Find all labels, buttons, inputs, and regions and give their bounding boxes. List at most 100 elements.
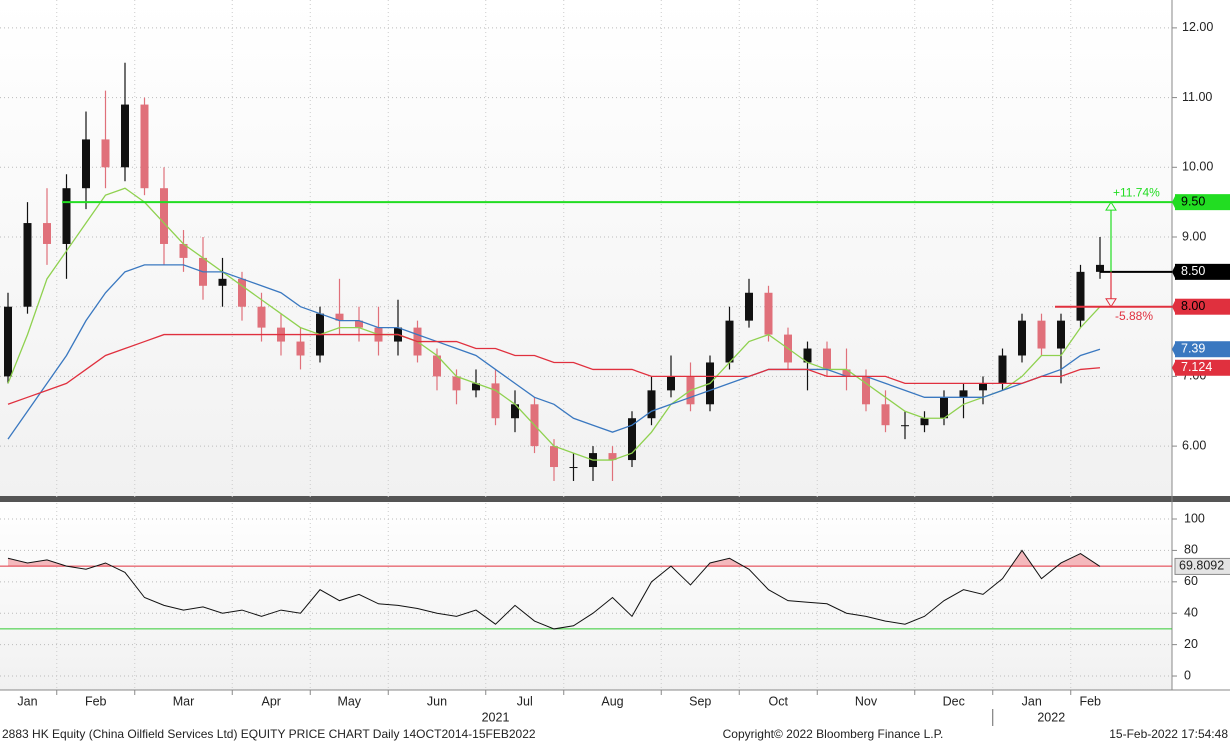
candle-body — [979, 383, 987, 391]
candle-body — [901, 425, 909, 427]
candle-body — [881, 404, 890, 426]
rsi-y-tick-label: 0 — [1184, 668, 1191, 682]
candle-body — [569, 467, 578, 469]
y-tick-label: 9.00 — [1182, 229, 1206, 243]
rsi-plot — [0, 503, 1172, 690]
rsi-panel — [0, 503, 1172, 690]
candle-body — [23, 223, 32, 307]
axis-value-label: 7.39 — [1181, 342, 1205, 356]
timestamp: 15-Feb-2022 17:54:48 — [1109, 727, 1228, 741]
candle-body — [745, 292, 753, 321]
price-plot — [0, 0, 1172, 497]
x-tick-label: Jan — [17, 694, 37, 708]
candle-body — [1037, 320, 1046, 349]
candle-body — [1096, 264, 1104, 272]
candle-body — [43, 223, 51, 244]
candle-body — [920, 418, 929, 426]
axis-value-box — [1175, 194, 1230, 211]
year-label: 2021 — [482, 710, 510, 724]
rsi-y-tick-label: 60 — [1184, 574, 1198, 588]
candle-body — [628, 418, 636, 461]
arrow-head — [1105, 201, 1117, 211]
candle-body — [472, 383, 480, 391]
candle-body — [667, 376, 675, 391]
candle-body — [121, 104, 129, 168]
x-tick-label: Dec — [943, 694, 965, 708]
axis-value-pointer — [1172, 298, 1176, 315]
candle-body — [62, 188, 71, 244]
candle-body — [296, 341, 305, 356]
rsi-value-label: 69.8092 — [1179, 559, 1224, 573]
candle-body — [1076, 271, 1085, 321]
price-panel — [0, 0, 1172, 497]
candle-body — [647, 390, 656, 419]
candle-body — [998, 355, 1007, 384]
candle-body — [842, 369, 851, 377]
panel-divider — [0, 496, 1230, 502]
x-tick-label: Mar — [173, 694, 195, 708]
candle-body — [725, 320, 734, 363]
axis-value-pointer — [1172, 341, 1176, 358]
rsi-line — [7, 549, 1101, 630]
candle-body — [82, 139, 90, 189]
footer: 2883 HK Equity (China Oilfield Services … — [2, 727, 536, 741]
candle-body — [608, 453, 617, 461]
candle-body — [491, 383, 500, 419]
axis-value-box — [1175, 341, 1230, 358]
candle-body — [218, 278, 227, 286]
axis-value-box — [1175, 359, 1230, 376]
x-tick-label: Oct — [769, 694, 789, 708]
year-label: 2022 — [1037, 710, 1065, 724]
moving-average — [7, 333, 1101, 405]
x-tick-label: Apr — [262, 694, 281, 708]
candle-body — [823, 348, 831, 370]
y-tick-label: 11.00 — [1182, 90, 1212, 104]
candle-body — [257, 306, 266, 328]
axis-value-pointer — [1172, 263, 1176, 280]
x-tick-label: Feb — [1079, 694, 1101, 708]
candle-body — [1018, 320, 1026, 356]
axis-value-label: 7.124 — [1181, 360, 1212, 374]
axes: 6.007.008.009.0010.0011.0012.00020406080… — [17, 20, 1230, 726]
candle-body — [355, 320, 363, 328]
candle-body — [940, 397, 948, 419]
rsi-y-tick-label: 80 — [1184, 543, 1198, 557]
candle-body — [511, 404, 519, 419]
x-tick-label: Jan — [1022, 694, 1042, 708]
candle-body — [959, 390, 968, 398]
candle-body — [764, 292, 773, 335]
x-tick-label: Aug — [601, 694, 623, 708]
axis-value-label: 8.00 — [1181, 299, 1205, 313]
x-tick-label: Sep — [689, 694, 711, 708]
copyright: Copyright© 2022 Bloomberg Finance L.P. — [723, 727, 944, 741]
candle-body — [238, 278, 246, 307]
candle-body — [803, 348, 812, 363]
x-tick-label: Feb — [85, 694, 107, 708]
candle-body — [160, 188, 168, 244]
axis-value-box — [1175, 263, 1230, 280]
candle-body — [101, 139, 110, 168]
rsi-y-tick-label: 40 — [1184, 606, 1198, 620]
y-tick-label: 10.00 — [1182, 160, 1213, 174]
candle-body — [335, 313, 344, 321]
axis-value-label: 9.50 — [1181, 194, 1205, 208]
rsi-value-box — [1174, 557, 1230, 575]
candle-body — [4, 306, 12, 377]
annotation: +11.74% — [1113, 185, 1160, 199]
moving-average — [7, 187, 1101, 461]
annotation: -5.88% — [1115, 309, 1153, 323]
y-tick-label: 12.00 — [1182, 20, 1213, 34]
rsi-y-tick-label: 20 — [1184, 637, 1198, 651]
x-axis-area — [0, 690, 1230, 744]
axis-value-box — [1175, 298, 1230, 315]
axis-value-pointer — [1172, 194, 1176, 211]
axis-value-pointer — [1172, 359, 1176, 376]
x-tick-label: Jul — [517, 694, 533, 708]
x-tick-label: May — [337, 694, 361, 708]
y-tick-label: 6.00 — [1182, 438, 1206, 452]
candle-body — [433, 355, 441, 377]
candle-body — [179, 243, 188, 258]
x-tick-label: Jun — [427, 694, 447, 708]
